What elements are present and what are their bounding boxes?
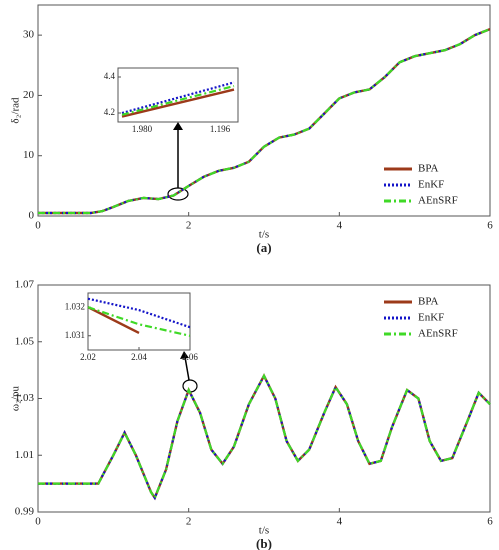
- inset-y-tick-label: 4.4: [104, 71, 116, 81]
- legend-label: AEnSRF: [418, 328, 458, 340]
- inset-series-line: [87, 306, 191, 337]
- y-tick-label: 1.05: [15, 335, 35, 347]
- y-tick-label: 1.07: [15, 279, 35, 291]
- series-line: [38, 28, 491, 215]
- series-line: [38, 373, 491, 501]
- x-tick-label: 4: [337, 220, 343, 232]
- inset-series-line: [87, 297, 191, 329]
- y-tick-label: 10: [23, 149, 35, 161]
- legend-box: [380, 158, 472, 212]
- inset-series-line: [87, 306, 140, 334]
- inset-x-tick-label: 2.06: [182, 352, 198, 362]
- inset-series-line: [121, 88, 235, 118]
- legend: BPA EnKF AEnSRF: [380, 291, 472, 345]
- y-tick-label: 0: [29, 210, 35, 222]
- panel-label: (b): [256, 536, 272, 550]
- series-line: [38, 373, 491, 501]
- y-tick-label: 30: [23, 29, 35, 41]
- x-tick-label: 0: [35, 516, 41, 528]
- legend-label: BPA: [418, 296, 438, 308]
- inset-y-tick-label: 1.032: [65, 301, 85, 311]
- zoom-arrow: [184, 356, 190, 381]
- y-tick-label: 20: [23, 89, 35, 101]
- inset-x-tick-label: 2.02: [80, 352, 96, 362]
- legend-label: EnKF: [418, 179, 444, 191]
- inset-y-tick-label: 4.2: [104, 107, 115, 117]
- y-tick-label: 0.99: [15, 506, 35, 518]
- arrow-head: [173, 122, 183, 130]
- legend-label: AEnSRF: [418, 195, 458, 207]
- x-tick-label: 4: [337, 516, 343, 528]
- x-axis-label: t/s: [259, 525, 269, 537]
- inset: 1.980 1.196 4.2 4.4: [104, 67, 239, 134]
- legend-label: BPA: [418, 163, 438, 175]
- panel: 0 2 4 6 0.99 1.01 1.03 1.05 1.07 t/s ω₂/pu (b): [10, 279, 494, 550]
- y-tick-label: 1.03: [15, 392, 35, 404]
- inset-y-tick-label: 1.031: [65, 330, 85, 340]
- plot-frame: [37, 4, 491, 217]
- inset-x-tick-label: 1.980: [132, 124, 153, 134]
- arrow-head: [180, 351, 189, 359]
- series-line: [38, 373, 491, 501]
- panel-label: (a): [256, 240, 271, 255]
- x-axis-label: t/s: [259, 229, 269, 241]
- y-tick-label: 1.01: [15, 449, 34, 461]
- x-tick-label: 0: [35, 220, 41, 232]
- x-tick-label: 6: [487, 516, 493, 528]
- x-tick-label: 2: [186, 516, 192, 528]
- panel: 0 2 4 6 0 10 20 30 t/s δ₂/rad (a): [10, 4, 493, 255]
- annotation-a: [167, 122, 189, 201]
- inset-series-line: [121, 84, 235, 116]
- y-axis-label: ω₂/pu: [10, 385, 22, 411]
- inset-frame: [117, 67, 239, 123]
- y-axis-label: δ₂/rad: [10, 97, 22, 124]
- legend: BPA EnKF AEnSRF: [380, 158, 472, 212]
- x-tick-label: 6: [487, 220, 493, 232]
- inset: 2.02 2.04 2.06 1.031 1.032: [65, 292, 198, 362]
- inset-x-tick-label: 1.196: [210, 124, 231, 134]
- legend-box: [380, 291, 472, 345]
- legend-label: EnKF: [418, 312, 444, 324]
- inset-x-tick-label: 2.04: [131, 352, 147, 362]
- x-tick-label: 2: [186, 220, 192, 232]
- inset-series-line: [121, 81, 235, 115]
